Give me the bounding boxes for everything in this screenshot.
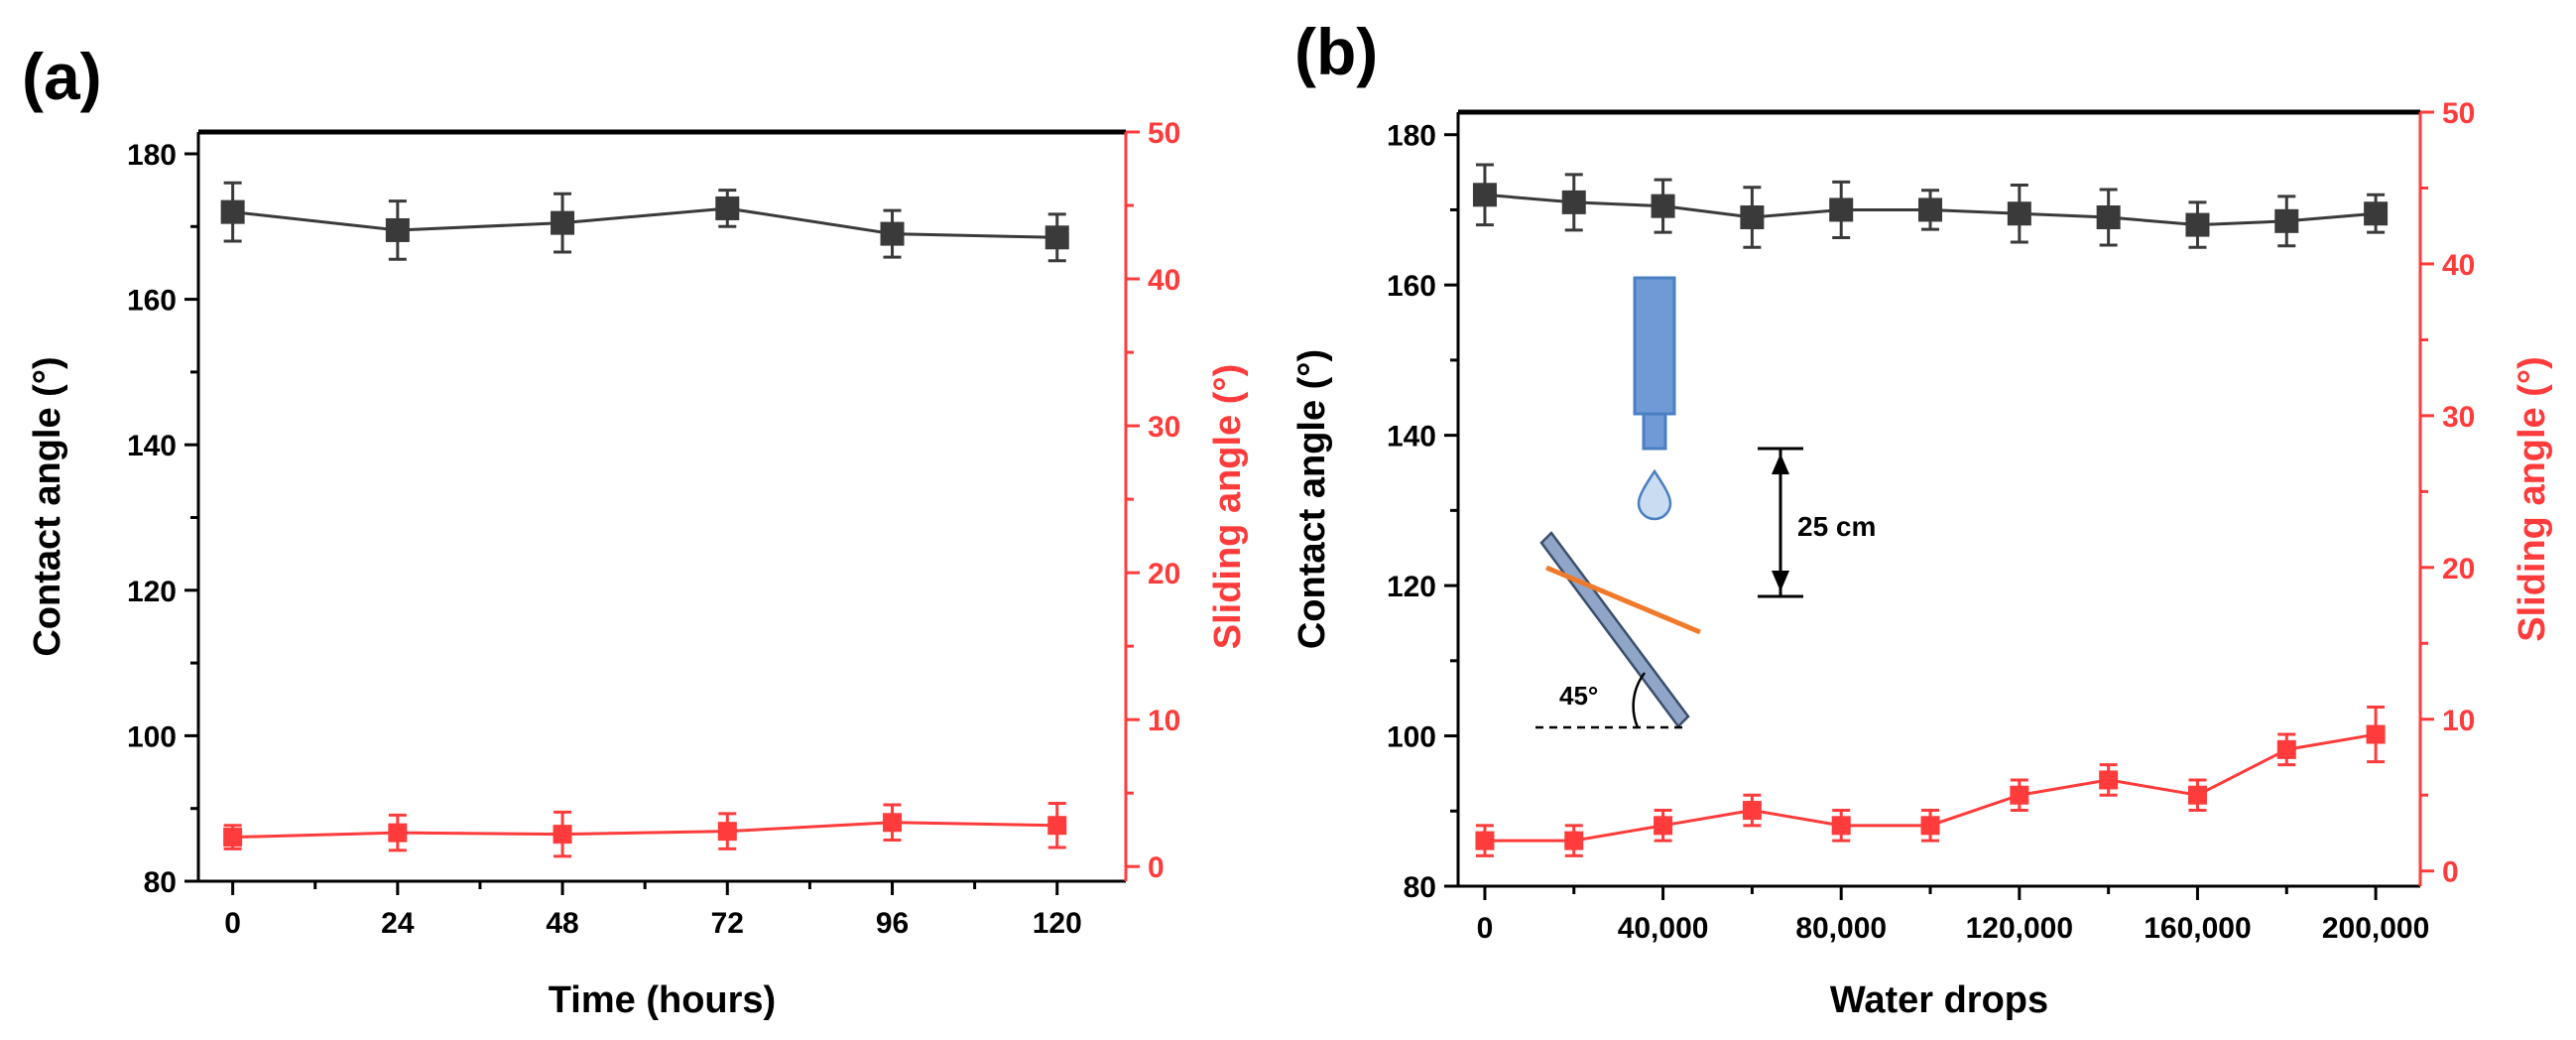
x-axis-label: Water drops <box>1830 979 2048 1021</box>
y2-tick-label: 30 <box>2442 401 2475 434</box>
data-point <box>2096 205 2121 230</box>
x-tick-label: 40,000 <box>1618 912 1709 945</box>
x-tick-label: 72 <box>711 907 744 940</box>
y2-tick-label: 10 <box>1148 705 1180 737</box>
panel-b: (b) 0 40,000 80,000 120,000 160,000 200,000 80 1… <box>1291 15 2553 1021</box>
data-point <box>1472 183 1497 207</box>
data-point <box>2276 739 2296 759</box>
panel-label: (a) <box>22 40 102 113</box>
distance-label: 25 cm <box>1797 511 1876 542</box>
data-point <box>2099 770 2119 790</box>
y-axis-label: Contact angle (°) <box>27 356 68 656</box>
data-point <box>883 813 903 833</box>
setup-schematic: 25 cm 45° <box>1535 276 1876 729</box>
y-tick-label: 120 <box>127 576 177 608</box>
data-point <box>715 195 740 220</box>
x-tick-label: 96 <box>876 907 909 940</box>
x-axis-label: Time (hours) <box>549 979 776 1021</box>
x-tick-label: 160,000 <box>2144 912 2251 945</box>
y-tick-label: 180 <box>1387 120 1436 153</box>
data-point <box>223 828 243 847</box>
angle-arc <box>1632 672 1646 728</box>
y2-tick-label: 0 <box>2442 856 2459 889</box>
data-point <box>880 221 905 246</box>
y2-tick-label: 30 <box>1148 411 1180 444</box>
y2-tick-label: 40 <box>1148 264 1180 297</box>
data-point <box>1918 197 1943 222</box>
x-tick-label: 48 <box>546 907 578 940</box>
x-tick-label: 0 <box>224 907 241 940</box>
y-tick-label: 120 <box>1387 571 1436 603</box>
data-point <box>552 825 572 845</box>
hydrophobic-coating <box>1545 565 1701 635</box>
x-tick-label: 120 <box>1033 907 1082 940</box>
data-point <box>2187 785 2207 805</box>
y-axis-label: Contact angle (°) <box>1291 349 1333 649</box>
y-tick-label: 100 <box>127 720 177 753</box>
data-point <box>385 217 410 242</box>
y-tick-label: 140 <box>127 430 177 462</box>
arrowhead-up-icon <box>1772 454 1789 474</box>
data-point <box>2364 201 2389 226</box>
y2-tick-label: 20 <box>2442 553 2475 585</box>
data-point <box>388 823 408 843</box>
nozzle-tip <box>1642 412 1667 451</box>
data-point <box>1651 194 1675 218</box>
data-point <box>1564 831 1584 850</box>
y2-tick-label: 40 <box>2442 249 2475 282</box>
data-point <box>1047 816 1067 836</box>
y2-tick-label: 50 <box>2442 97 2475 130</box>
data-point <box>1920 816 1940 836</box>
x-tick-label: 200,000 <box>2322 912 2429 945</box>
x-tick-label: 120,000 <box>1966 912 2073 945</box>
data-point <box>1829 197 1854 222</box>
data-point <box>2007 201 2031 226</box>
y2-tick-label: 0 <box>1148 851 1165 884</box>
y2-tick-label: 50 <box>1148 117 1180 150</box>
data-point <box>717 822 737 842</box>
y-tick-label: 160 <box>127 285 177 318</box>
data-point <box>1740 205 1765 230</box>
data-point <box>1654 816 1673 836</box>
data-point <box>2185 212 2210 237</box>
arrowhead-down-icon <box>1772 571 1789 591</box>
data-point <box>1831 816 1851 836</box>
series-line-sliding-angle <box>232 821 1057 840</box>
data-point <box>1742 801 1762 821</box>
series-line-contact-angle <box>232 206 1057 239</box>
panel-a: (a) 0 24 48 72 96 120 80 100 120 140 160 180 0 10 20 30 4… <box>22 40 1249 1021</box>
y2-axis-label: Sliding angle (°) <box>1207 364 1249 650</box>
y2-axis-label: Sliding angle (°) <box>2512 356 2553 642</box>
data-point <box>2274 208 2299 233</box>
y-tick-label: 80 <box>144 866 177 899</box>
y-tick-label: 140 <box>1387 421 1436 454</box>
y-tick-label: 160 <box>1387 270 1436 303</box>
panel-label: (b) <box>1294 15 1378 88</box>
angle-label: 45° <box>1559 681 1598 711</box>
data-point <box>1044 225 1069 250</box>
y-tick-label: 180 <box>127 139 177 172</box>
y2-tick-label: 10 <box>2442 705 2475 737</box>
data-point <box>1561 190 1586 214</box>
data-point <box>551 210 575 235</box>
water-drop-icon <box>1637 468 1672 521</box>
data-point <box>1475 831 1495 850</box>
nozzle-body <box>1633 276 1676 416</box>
data-point <box>2010 785 2029 805</box>
x-tick-label: 0 <box>1477 912 1494 945</box>
y2-tick-label: 20 <box>1148 558 1180 590</box>
data-point <box>220 199 245 224</box>
y-tick-label: 100 <box>1387 721 1436 754</box>
x-tick-label: 24 <box>381 907 415 940</box>
y-tick-label: 80 <box>1404 871 1436 904</box>
x-tick-label: 80,000 <box>1795 912 1887 945</box>
data-point <box>2366 724 2386 744</box>
